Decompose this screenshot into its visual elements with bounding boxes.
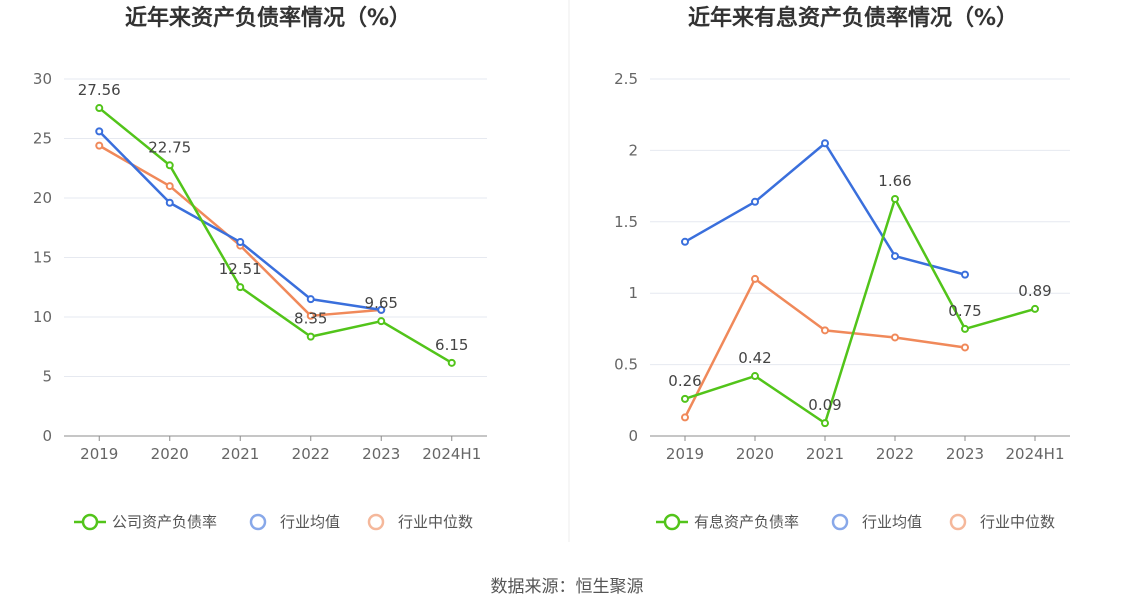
asset-ratio-series-1-point (236, 238, 245, 247)
asset-ratio-series-0-point (236, 283, 245, 292)
asset-ratio-series-0-point (95, 104, 104, 113)
asset-ratio-series-0-point (377, 317, 386, 326)
interest-ratio-series-1-point (681, 237, 689, 246)
asset-ratio-data-label: 9.65 (365, 294, 398, 312)
asset-ratio-x-tick-label: 2021 (221, 445, 259, 463)
interest-ratio-y-tick-label: 0 (628, 427, 638, 445)
interest-ratio-series-0-point (891, 194, 899, 203)
interest-ratio-data-label: 0.42 (738, 349, 771, 367)
asset-ratio-legend-item-0: 公司资产负债率 (74, 513, 217, 531)
asset-ratio-series-line-1 (98, 130, 382, 312)
interest-ratio-data-label: 0.89 (1018, 282, 1051, 300)
interest-ratio-data-label: 1.66 (878, 172, 911, 190)
interest-ratio-x-tick-label: 2021 (806, 445, 844, 463)
asset-ratio-legend-swatch-marker (367, 513, 385, 531)
asset-ratio-series-line-0 (98, 107, 453, 364)
interest-ratio-legend-label: 有息资产负债率 (694, 513, 799, 531)
interest-ratio-y-tick-label: 1 (628, 284, 638, 302)
interest-ratio-series-2-point (961, 343, 969, 352)
asset-ratio-series-0-point (306, 332, 315, 341)
interest-ratio-data-label: 0.75 (948, 302, 981, 320)
asset-ratio-data-label: 6.15 (435, 336, 468, 354)
asset-ratio-y-tick-label: 15 (33, 249, 52, 267)
asset-ratio-data-label: 22.75 (148, 138, 191, 156)
asset-ratio-series-1-point (165, 198, 174, 207)
interest-ratio-series-1-point (821, 139, 829, 148)
asset-ratio-legend-label: 公司资产负债率 (112, 513, 217, 531)
interest-ratio-series-0-point (1031, 304, 1039, 313)
interest-ratio-x-tick-label: 2019 (666, 445, 704, 463)
interest-ratio-legend-item-0: 有息资产负债率 (656, 513, 799, 531)
interest-ratio-series-0-point (751, 372, 759, 381)
interest-ratio-legend-label: 行业中位数 (980, 513, 1055, 531)
asset-ratio-series-1-point (95, 127, 104, 136)
asset-ratio-series-1-point (306, 295, 315, 304)
asset-ratio-data-label: 8.35 (294, 310, 327, 328)
interest-ratio-x-tick-label: 2023 (946, 445, 984, 463)
asset-ratio-legend-item-1: 行业均值 (249, 513, 340, 531)
asset-ratio-legend-swatch-marker (81, 513, 99, 531)
asset-ratio-series-1-point (377, 305, 386, 314)
interest-ratio-legend-item-2: 行业中位数 (949, 513, 1055, 531)
asset-ratio-legend-label: 行业中位数 (398, 513, 473, 531)
interest-ratio-legend-swatch-marker (831, 513, 849, 531)
asset-ratio-x-tick-label: 2024H1 (422, 445, 481, 463)
interest-ratio-series-0-point (821, 419, 829, 428)
interest-ratio-series-1-point (891, 252, 899, 261)
asset-ratio-data-label: 27.56 (78, 81, 121, 99)
asset-ratio-legend-label: 行业均值 (280, 513, 340, 531)
interest-ratio-series-1-point (961, 270, 969, 279)
asset-ratio-legend-swatch-marker (249, 513, 267, 531)
interest-ratio-series-2-point (681, 413, 689, 422)
asset-ratio-series-2-point (95, 141, 104, 150)
interest-ratio-y-tick-label: 2.5 (614, 70, 638, 88)
interest-ratio-series-2-point (821, 326, 829, 335)
interest-ratio-series-line-1 (684, 142, 966, 276)
asset-ratio-series-2-point (306, 311, 315, 320)
asset-ratio-x-tick-label: 2022 (292, 445, 330, 463)
interest-ratio-data-label: 0.09 (808, 396, 841, 414)
interest-ratio-x-tick-label: 2024H1 (1006, 445, 1065, 463)
asset-ratio-y-tick-label: 25 (33, 130, 52, 148)
interest-ratio-series-1-point (751, 197, 759, 206)
asset-ratio-series-2-point (165, 182, 174, 191)
interest-ratio-y-tick-label: 1.5 (614, 213, 638, 231)
asset-ratio-series-0-point (447, 358, 456, 367)
interest-ratio-y-tick-label: 2 (628, 141, 638, 159)
interest-ratio-title: 近年来有息资产负债率情况（%） (688, 5, 1018, 31)
interest-ratio-series-0-point (681, 394, 689, 403)
asset-ratio-y-tick-label: 10 (33, 308, 52, 326)
interest-ratio-x-tick-label: 2022 (876, 445, 914, 463)
asset-ratio-x-tick-label: 2019 (80, 445, 118, 463)
asset-ratio-series-0-point (165, 161, 174, 170)
interest-ratio-legend-swatch-marker (663, 513, 681, 531)
asset-ratio-x-tick-label: 2020 (151, 445, 189, 463)
interest-ratio-x-tick-label: 2020 (736, 445, 774, 463)
asset-ratio-legend-item-2: 行业中位数 (367, 513, 473, 531)
interest-ratio-series-2-point (751, 274, 759, 283)
asset-liability-ratio-chart: 近年来资产负债率情况（%） 0 5 10 15 20 25 30 2019 2020 2021 202… (33, 5, 487, 531)
interest-bearing-liability-ratio-chart: 近年来有息资产负债率情况（%） 0 0.5 1 1.5 2 2.5 2019 2020 2021 2… (614, 5, 1070, 531)
asset-ratio-data-label: 12.51 (219, 260, 262, 278)
asset-ratio-y-tick-label: 30 (33, 70, 52, 88)
interest-ratio-series-0-point (961, 324, 969, 333)
asset-ratio-x-tick-label: 2023 (362, 445, 400, 463)
interest-ratio-legend-label: 行业均值 (862, 513, 922, 531)
asset-ratio-title: 近年来资产负债率情况（%） (125, 5, 411, 31)
asset-ratio-y-tick-label: 5 (42, 368, 52, 386)
interest-ratio-y-tick-label: 0.5 (614, 356, 638, 374)
interest-ratio-series-line-0 (684, 197, 1036, 425)
interest-ratio-legend-swatch-marker (949, 513, 967, 531)
data-source: 数据来源：恒生聚源 (491, 577, 644, 597)
interest-ratio-legend-item-1: 行业均值 (831, 513, 922, 531)
interest-ratio-series-2-point (891, 333, 899, 342)
asset-ratio-y-tick-label: 20 (33, 189, 52, 207)
asset-ratio-y-tick-label: 0 (42, 427, 52, 445)
interest-ratio-data-label: 0.26 (668, 372, 701, 390)
